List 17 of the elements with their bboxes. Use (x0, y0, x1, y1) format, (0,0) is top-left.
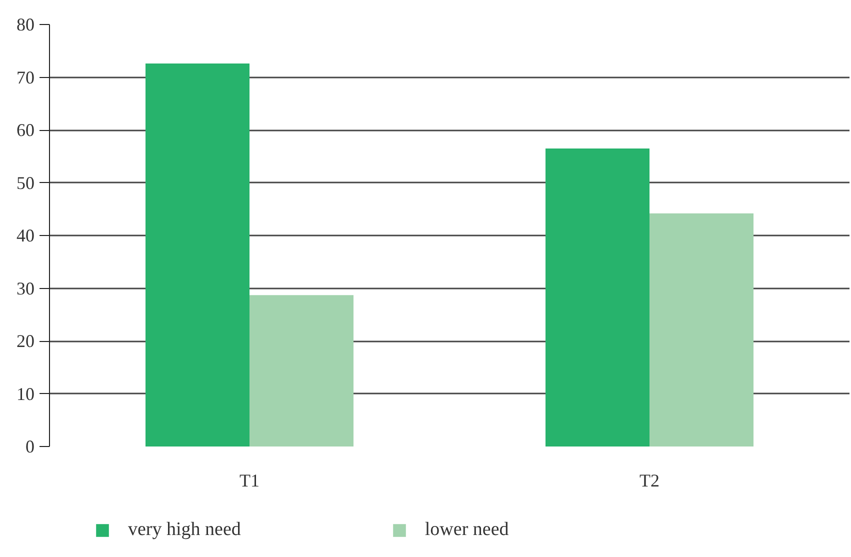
y-tick-label: 50 (16, 172, 34, 193)
y-tick-label: 80 (16, 14, 34, 34)
bar (546, 148, 650, 446)
legend-label: very high need (128, 519, 241, 541)
bar (146, 64, 250, 446)
y-tick-label: 40 (16, 226, 34, 246)
x-tick-label: T1 (240, 470, 260, 490)
y-tick-label: 60 (16, 120, 34, 140)
y-tick-label: 0 (26, 436, 34, 456)
y-tick-label: 10 (16, 384, 34, 404)
bar (650, 213, 754, 446)
y-tick-label: 20 (16, 331, 34, 351)
legend-label: lower need (424, 519, 509, 541)
y-tick-label: 30 (16, 278, 34, 298)
x-tick-label: T2 (640, 470, 660, 490)
y-tick-label: 70 (16, 67, 34, 88)
bar (250, 295, 354, 446)
